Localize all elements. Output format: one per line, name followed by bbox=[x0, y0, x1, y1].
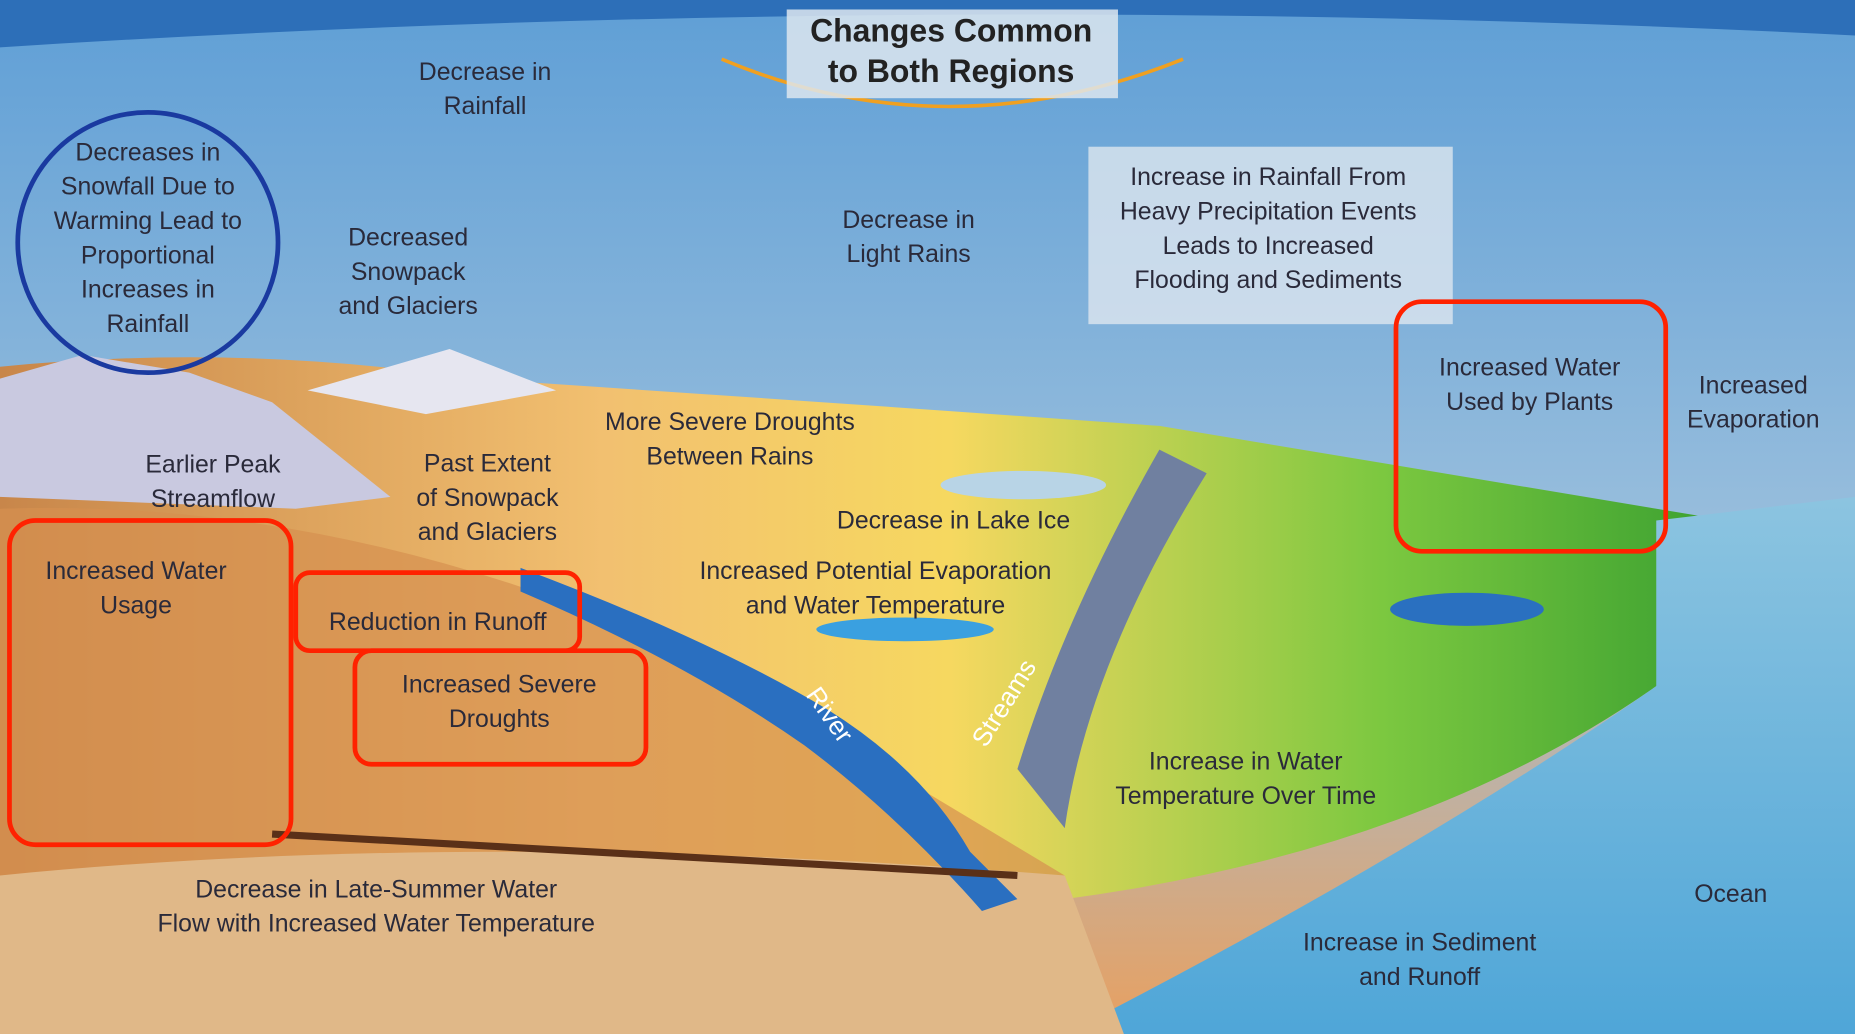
label: Increase in Water bbox=[1149, 749, 1343, 776]
label: Proportional bbox=[81, 242, 215, 269]
label: More Severe Droughts bbox=[605, 409, 855, 436]
label: Past Extent bbox=[424, 451, 551, 478]
label: Between Rains bbox=[646, 443, 813, 470]
label: Decrease in bbox=[842, 207, 974, 234]
label: Leads to Increased bbox=[1163, 233, 1374, 260]
label: and Glaciers bbox=[338, 293, 477, 320]
highlighted-label: Used by Plants bbox=[1446, 389, 1613, 416]
title: Changes Common bbox=[810, 13, 1092, 49]
highlighted-label: Increased Water bbox=[45, 558, 226, 585]
label: Light Rains bbox=[846, 241, 970, 268]
label: Decrease in Late-Summer Water bbox=[195, 876, 557, 903]
highlighted-label: Droughts bbox=[449, 706, 550, 733]
highlight-box bbox=[352, 648, 649, 767]
label: Increases in bbox=[81, 277, 215, 304]
labels: Changes Common to Both Regions Decrease … bbox=[45, 13, 1819, 991]
label: Heavy Precipitation Events bbox=[1120, 199, 1417, 226]
label: Increased bbox=[1699, 372, 1808, 399]
label: Decrease in bbox=[419, 59, 551, 86]
highlighted-label: Usage bbox=[100, 592, 172, 619]
label: Evaporation bbox=[1687, 407, 1820, 434]
label: and Runoff bbox=[1359, 964, 1480, 991]
label: Increase in Sediment bbox=[1303, 930, 1536, 957]
highlighted-label: Reduction in Runoff bbox=[329, 609, 547, 636]
label: Snowfall Due to bbox=[61, 174, 235, 201]
label: Decreases in bbox=[75, 139, 220, 166]
label: Earlier Peak bbox=[145, 452, 281, 479]
label: of Snowpack bbox=[416, 485, 559, 512]
label: Rainfall bbox=[444, 93, 527, 120]
label: Flooding and Sediments bbox=[1134, 267, 1402, 294]
highlighted-label: Increased Severe bbox=[402, 672, 597, 699]
label: and Water Temperature bbox=[746, 592, 1005, 619]
label: Rainfall bbox=[106, 311, 189, 338]
label: Snowpack bbox=[351, 259, 466, 286]
label: Decrease in Lake Ice bbox=[837, 507, 1070, 534]
highlight-box bbox=[7, 518, 294, 848]
highlight-box bbox=[1393, 299, 1669, 554]
highlighted-label: Increased Water bbox=[1439, 355, 1620, 382]
label: Warming Lead to bbox=[54, 208, 242, 235]
label: Increase in Rainfall From bbox=[1130, 164, 1406, 191]
label: Temperature Over Time bbox=[1115, 783, 1376, 810]
label: Ocean bbox=[1694, 881, 1767, 908]
label: and Glaciers bbox=[418, 519, 557, 546]
label: Streamflow bbox=[151, 486, 275, 513]
label: Flow with Increased Water Temperature bbox=[157, 911, 594, 938]
label: Decreased bbox=[348, 225, 468, 252]
title: to Both Regions bbox=[828, 53, 1075, 89]
label: Increased Potential Evaporation bbox=[699, 558, 1051, 585]
